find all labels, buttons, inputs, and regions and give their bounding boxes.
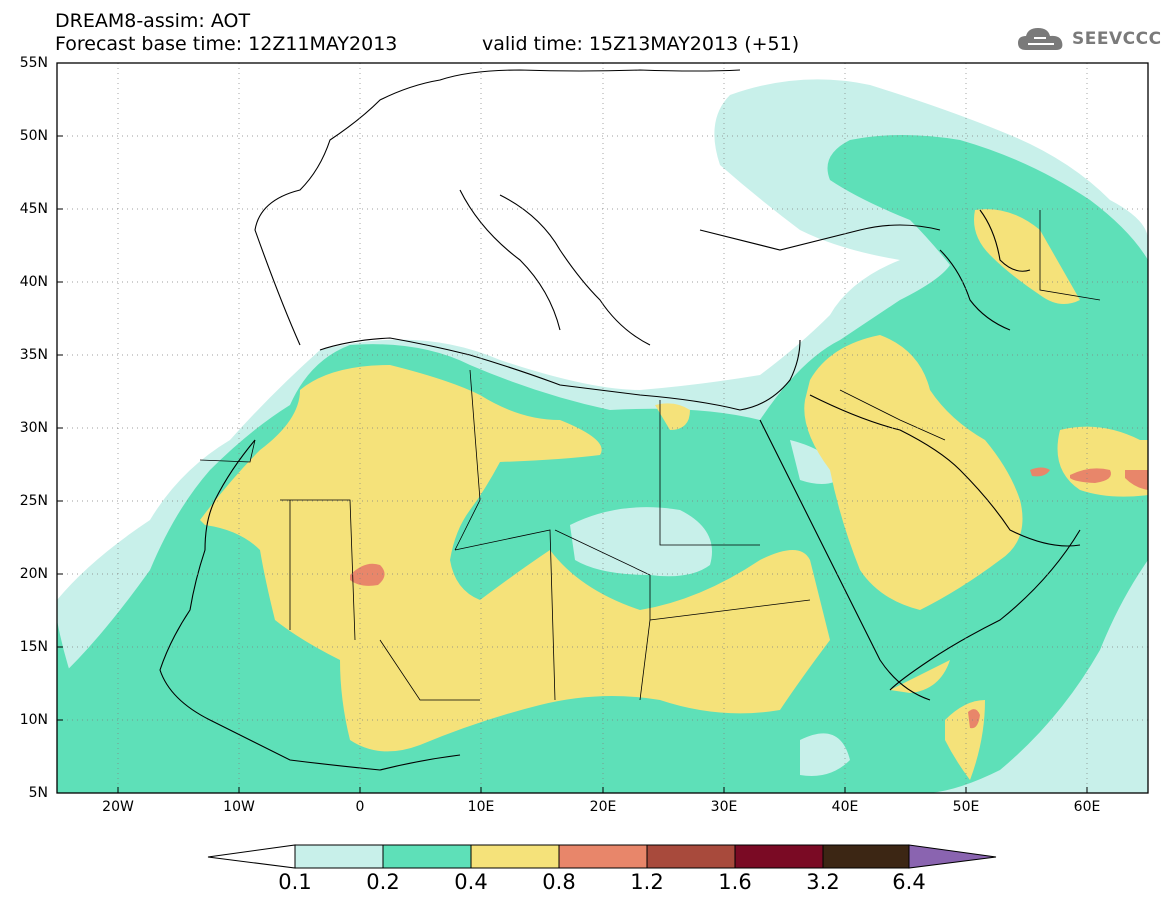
- colorbar-label: 3.2: [806, 870, 840, 894]
- lon-label: 30E: [710, 799, 738, 815]
- axis-ticks: [57, 135, 1088, 793]
- colorbar-swatch: [646, 844, 736, 869]
- aot-band-0.1-hole: [800, 733, 850, 776]
- colorbar-label: 1.2: [630, 870, 664, 894]
- lat-lon-grid: [57, 63, 1148, 793]
- coastlines: [159, 69, 1081, 771]
- lat-label: 45N: [19, 201, 48, 217]
- colorbar-label: 0.2: [366, 870, 400, 894]
- lon-label: 50E: [952, 799, 980, 815]
- colorbar-swatch: [734, 844, 824, 869]
- aot-band-0.1-hole: [570, 507, 712, 577]
- lat-label: 5N: [28, 785, 48, 801]
- country-borders: [199, 210, 1101, 701]
- colorbar-over-triangle: [908, 844, 997, 869]
- colorbar-swatch: [558, 844, 648, 869]
- lon-label: 20W: [102, 799, 134, 815]
- lat-label: 10N: [19, 712, 48, 728]
- lon-label: 10W: [223, 799, 255, 815]
- lon-label: 60E: [1073, 799, 1101, 815]
- colorbar-label: 1.6: [718, 870, 752, 894]
- colorbar-label: 0.8: [542, 870, 576, 894]
- lat-label: 35N: [19, 347, 48, 363]
- colorbar-label: 0.4: [454, 870, 488, 894]
- lat-label: 25N: [19, 493, 48, 509]
- aot-band-0.8: [350, 467, 1148, 729]
- colorbar-swatch: [382, 844, 472, 869]
- colorbar-label: 0.1: [278, 870, 312, 894]
- colorbar-swatch: [470, 844, 560, 869]
- lat-label: 50N: [19, 128, 48, 144]
- colorbar-swatch: [822, 844, 910, 869]
- lat-label: 30N: [19, 420, 48, 436]
- lat-label: 20N: [19, 566, 48, 582]
- lon-label: 20E: [589, 799, 617, 815]
- forecast-base-time: Forecast base time: 12Z11MAY2013: [55, 33, 398, 55]
- colorbar-label: 6.4: [892, 870, 926, 894]
- valid-time: valid time: 15Z13MAY2013 (+51): [482, 33, 800, 55]
- lon-label: 10E: [467, 799, 495, 815]
- lon-label: 0: [355, 799, 365, 815]
- seevccc-logo: SEEVCCC: [1016, 22, 1162, 56]
- lat-label: 40N: [19, 274, 48, 290]
- logo-text: SEEVCCC: [1072, 29, 1162, 49]
- map-title: DREAM8-assim: AOT: [55, 10, 251, 32]
- lat-label: 15N: [19, 639, 48, 655]
- colorbar-under-triangle: [207, 844, 296, 869]
- lat-label: 55N: [19, 55, 48, 71]
- cloud-icon: [1018, 28, 1063, 50]
- colorbar-swatch: [294, 844, 384, 869]
- lon-label: 40E: [831, 799, 859, 815]
